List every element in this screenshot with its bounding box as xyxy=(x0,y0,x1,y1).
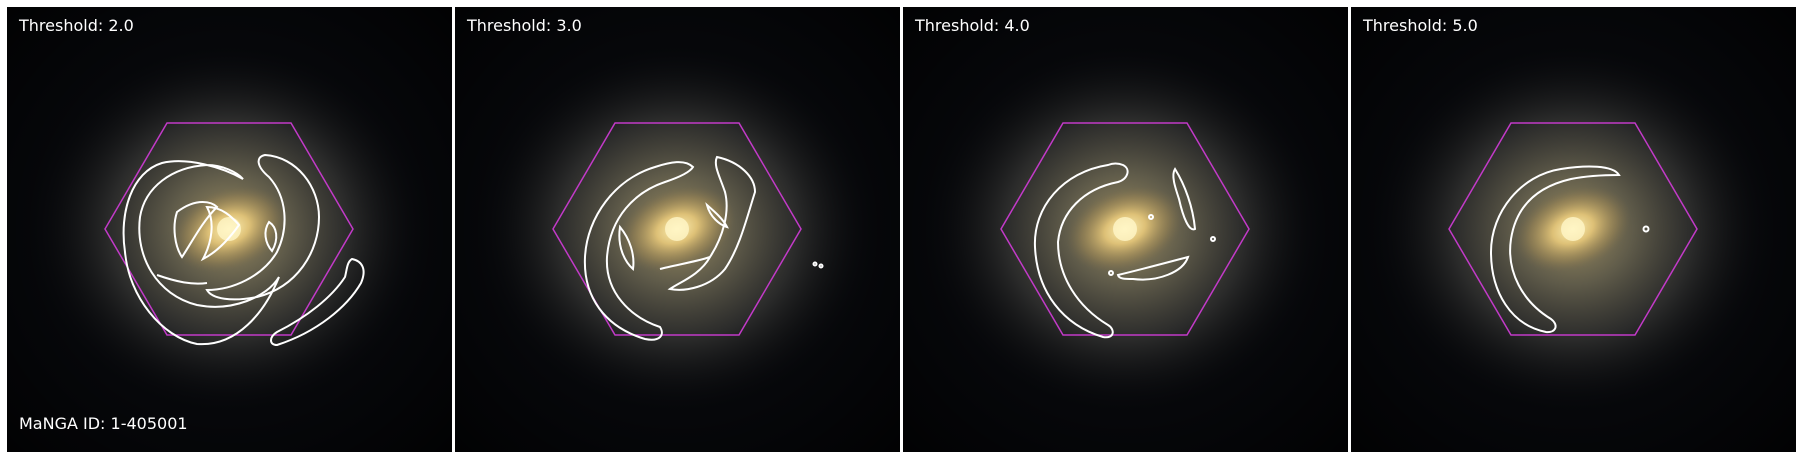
threshold-label: Threshold: 2.0 xyxy=(19,16,134,35)
manga-id-label: MaNGA ID: 1-405001 xyxy=(19,414,188,433)
threshold-label: Threshold: 5.0 xyxy=(1363,16,1478,35)
ifu-hexagon xyxy=(104,122,354,336)
contour-lines xyxy=(583,155,824,341)
galaxy-image xyxy=(903,7,1348,452)
ifu-hexagon xyxy=(1448,122,1698,336)
ifu-hexagon xyxy=(552,122,802,336)
contour-lines xyxy=(1489,165,1650,334)
contour-lines xyxy=(122,153,365,347)
ifu-hexagon xyxy=(1000,122,1250,336)
panel-threshold-5: Threshold: 5.0 xyxy=(1351,7,1796,452)
panel-threshold-3: Threshold: 3.0 xyxy=(455,7,900,452)
galaxy-image xyxy=(7,7,452,452)
panel-threshold-4: Threshold: 4.0 xyxy=(903,7,1348,452)
threshold-label: Threshold: 4.0 xyxy=(915,16,1030,35)
threshold-label: Threshold: 3.0 xyxy=(467,16,582,35)
galaxy-image xyxy=(455,7,900,452)
contour-lines xyxy=(1033,162,1216,339)
galaxy-image xyxy=(1351,7,1796,452)
panel-threshold-2: Threshold: 2.0 MaNGA ID: 1-405001 xyxy=(7,7,452,452)
